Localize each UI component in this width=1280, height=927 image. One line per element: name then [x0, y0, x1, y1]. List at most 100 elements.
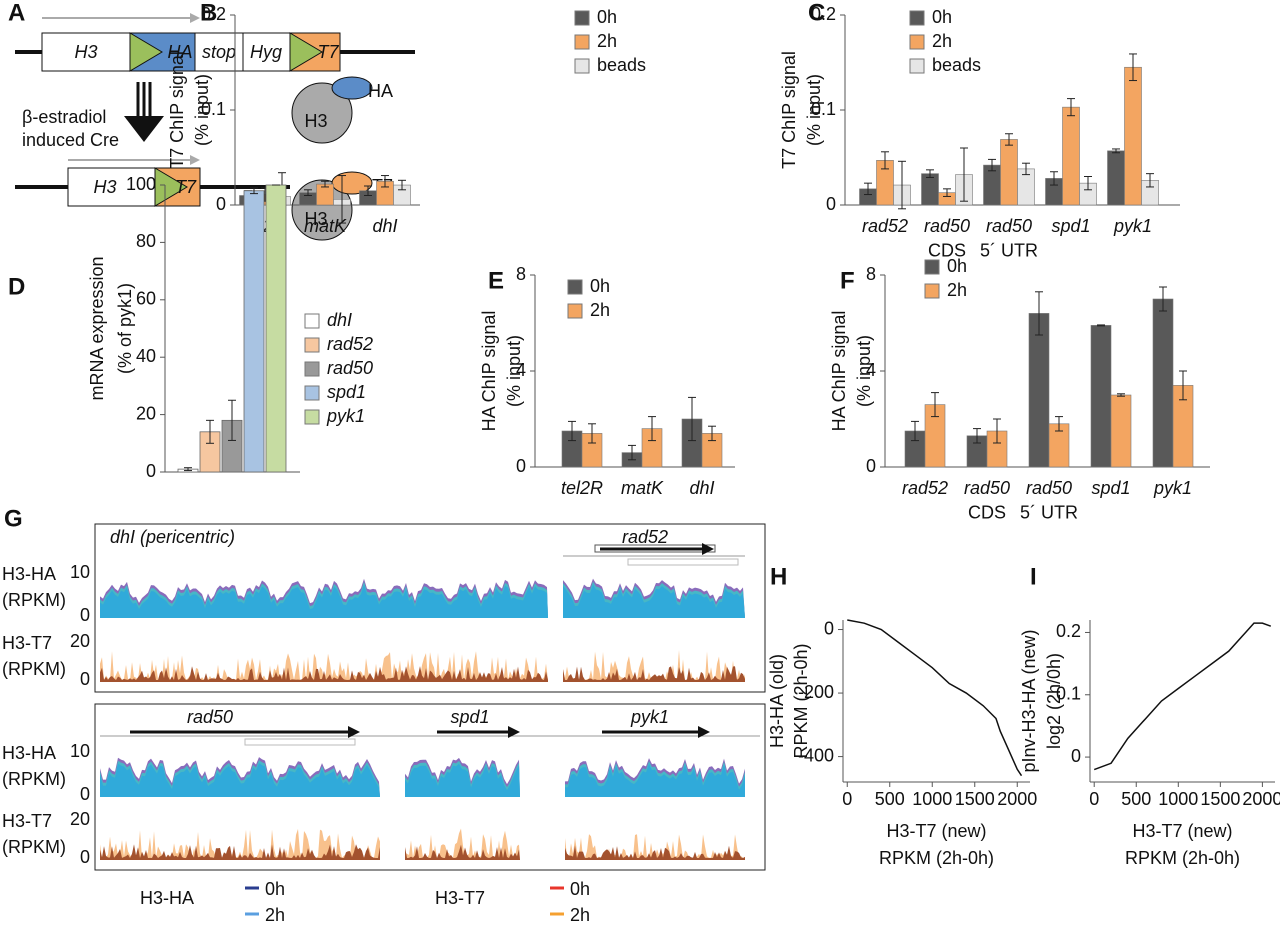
y-tick-label: 8	[516, 264, 526, 284]
coverage	[405, 844, 520, 860]
error-bar	[588, 423, 596, 444]
x-tick-label: 2000	[997, 789, 1037, 809]
tag	[331, 76, 373, 100]
coverage	[100, 828, 380, 860]
legend-label: rad50	[327, 358, 373, 378]
x-tick-label: matK	[621, 478, 664, 498]
coverage	[405, 763, 520, 797]
histone	[291, 82, 353, 144]
y-tick-label: -200	[798, 682, 834, 702]
label: T7	[175, 177, 197, 197]
row-label: H3-HA	[2, 564, 56, 584]
error-bar	[911, 420, 919, 442]
x-tick-label: 500	[1121, 789, 1151, 809]
label: induced Cre	[22, 130, 119, 150]
x-tick-label: dhI	[372, 216, 397, 236]
x-tick-label: spd1	[1091, 478, 1130, 498]
data-line	[847, 619, 1023, 777]
error-bar	[206, 419, 214, 444]
arrowhead	[348, 726, 360, 738]
panel-i: I 0 0.1 0.2 0 500 1000 1500 2000 H3-T7 (new) RPKM …	[1019, 563, 1280, 867]
y-tick-label: 0	[866, 456, 876, 476]
error-bar	[1050, 171, 1058, 186]
legend-swatch	[924, 283, 940, 299]
error-bar	[943, 188, 951, 197]
error-bar	[250, 187, 258, 195]
row-tick: 0	[80, 847, 90, 867]
y-tick-label: 0.1	[811, 99, 836, 119]
gene-label: pyk1	[630, 707, 669, 727]
legend-label: 2h	[265, 905, 285, 925]
panel-label: A	[8, 0, 25, 26]
y-axis-label: (% input)	[192, 74, 212, 146]
gene-label: rad52	[622, 527, 668, 547]
y-tick-label: 0.1	[1056, 684, 1081, 704]
y-axis-label: H3-HA (old)	[767, 654, 787, 748]
error-bar	[1055, 416, 1063, 432]
panel-label: I	[1030, 563, 1037, 590]
row-unit: (RPKM)	[2, 837, 66, 857]
y-tick-label: 100	[126, 174, 156, 194]
label: T7	[317, 42, 339, 62]
y-axis-label: mRNA expression	[87, 256, 107, 400]
error-bar	[628, 444, 636, 461]
row-tick: 10	[70, 741, 90, 761]
legend-label: pyk1	[326, 406, 365, 426]
lox	[129, 32, 163, 72]
legend-swatch	[304, 409, 320, 425]
legend-label: 2h	[597, 31, 617, 51]
legend-swatch	[909, 10, 925, 26]
x-tick-label: 1000	[912, 789, 952, 809]
coverage	[565, 845, 745, 860]
y-tick-label: 0	[146, 461, 156, 481]
legend-label: 2h	[590, 300, 610, 320]
legend-label: beads	[597, 55, 646, 75]
x-tick-label: 1500	[955, 789, 995, 809]
x-tick-label: pyk1	[1153, 478, 1192, 498]
bar	[1107, 150, 1125, 206]
row-unit: (RPKM)	[2, 590, 66, 610]
y-tick-label: 0.1	[201, 99, 226, 119]
error-bar	[1159, 286, 1167, 312]
y-axis-label: (% input)	[854, 335, 874, 407]
arrowhead	[190, 155, 200, 165]
legend-swatch	[304, 337, 320, 353]
legend-swatch	[574, 10, 590, 26]
label: H3	[74, 42, 97, 62]
label: stop	[202, 42, 236, 62]
y-axis-label: (% input)	[804, 74, 824, 146]
error-bar	[1179, 370, 1187, 401]
row-tick: 0	[80, 669, 90, 689]
x-tick-label: rad50 CDS	[964, 478, 1010, 522]
legend-swatch	[574, 34, 590, 50]
legend-label: 0h	[947, 256, 967, 276]
y-tick-label: 40	[136, 346, 156, 366]
x-tick-label: 500	[875, 789, 905, 809]
row-tick: 0	[80, 605, 90, 625]
error-bar	[864, 182, 872, 196]
error-bar	[184, 467, 192, 472]
error-bar	[1117, 393, 1125, 397]
legend-label: 2h	[932, 31, 952, 51]
panel-label: D	[8, 273, 25, 300]
y-tick-label: 0	[1071, 746, 1081, 766]
y-axis-label: RPKM (2h-0h)	[791, 643, 811, 758]
arrowhead	[508, 726, 520, 738]
legend-swatch	[567, 303, 583, 319]
row-unit: (RPKM)	[2, 769, 66, 789]
box	[67, 167, 156, 207]
error-bar	[1035, 291, 1043, 336]
bar	[921, 173, 939, 206]
panel-label: H	[770, 563, 787, 590]
error-bar	[1129, 53, 1137, 82]
error-bar	[381, 175, 389, 188]
label: HA	[368, 81, 393, 101]
error-bar	[1112, 148, 1120, 154]
box	[41, 32, 131, 72]
panel-label: F	[840, 267, 855, 294]
arrowhead	[124, 116, 164, 142]
bar	[1062, 106, 1080, 206]
bar	[1124, 66, 1142, 206]
x-tick-label: pyk1	[1113, 216, 1152, 236]
